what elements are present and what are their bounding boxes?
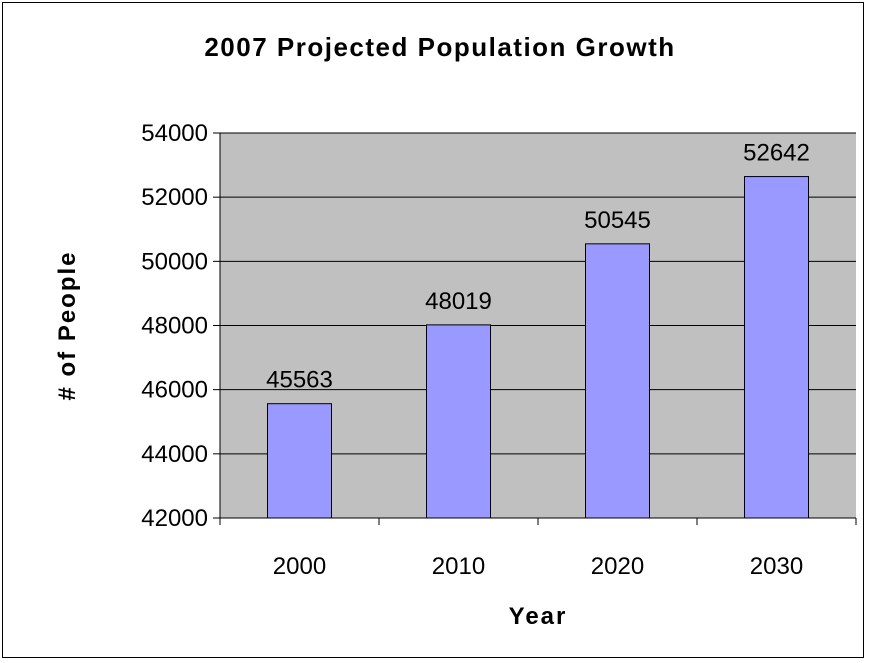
data-label: 52642	[743, 140, 810, 167]
y-tick-label: 46000	[141, 377, 208, 404]
chart-title: 2007 Projected Population Growth	[204, 32, 676, 62]
x-tick-label: 2000	[273, 553, 326, 580]
bars	[267, 176, 809, 519]
x-tick-label: 2030	[750, 553, 803, 580]
data-label: 45563	[266, 367, 333, 394]
data-labels: 45563 48019 50545 52642	[266, 140, 810, 394]
axes	[213, 132, 857, 525]
bar	[744, 176, 809, 519]
bar	[426, 324, 491, 519]
x-tick-label: 2020	[591, 553, 644, 580]
bar	[585, 243, 650, 519]
data-label: 50545	[584, 207, 651, 234]
x-axis-title: Year	[509, 603, 568, 630]
y-tick-label: 42000	[141, 505, 208, 532]
x-tick-label: 2010	[432, 553, 485, 580]
x-tick-labels: 2000 2010 2020 2030	[273, 553, 803, 580]
y-tick-label: 54000	[141, 120, 208, 147]
y-tick-labels: 42000 44000 46000 48000 50000 52000 54000	[141, 120, 208, 532]
y-tick-label: 44000	[141, 441, 208, 468]
y-tick-label: 52000	[141, 184, 208, 211]
y-axis-title: # of People	[54, 250, 81, 400]
y-tick-label: 50000	[141, 248, 208, 275]
data-label: 48019	[425, 288, 492, 315]
bar	[267, 403, 332, 519]
y-tick-label: 48000	[141, 313, 208, 340]
